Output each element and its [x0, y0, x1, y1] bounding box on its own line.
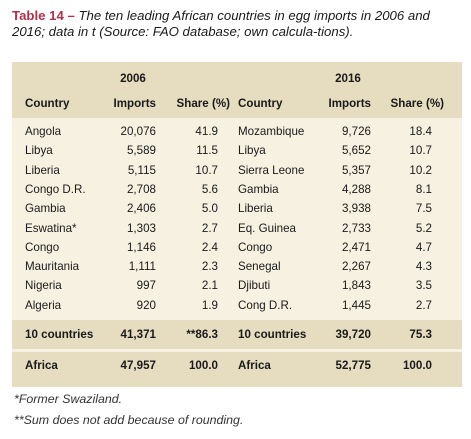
- col-country-2016: Country: [238, 97, 283, 110]
- cell-imports-2016: 39,720: [335, 328, 371, 341]
- cell-imports-2006: 5,589: [126, 144, 156, 158]
- cell-imports-2006: 997: [136, 279, 156, 293]
- cell-imports-2006: 920: [136, 298, 156, 312]
- table-label: Table 14 –: [12, 8, 75, 23]
- cell-share-2016: 5.2: [415, 221, 432, 235]
- cell-country-2006: Mauritania: [25, 260, 80, 274]
- year-2006: 2006: [120, 72, 146, 85]
- cell-share-2016: 2.7: [415, 298, 432, 312]
- cell-country-2006: Angola: [25, 125, 62, 138]
- cell-country-2016: Libya: [238, 144, 266, 158]
- cell-country-2006: Eswatina*: [25, 221, 77, 235]
- cell-imports-2016: 3,938: [341, 202, 371, 216]
- footnote-swaziland: *Former Swaziland.: [14, 392, 123, 406]
- col-imports-2016: Imports: [328, 97, 371, 110]
- cell-share-2006: **86.3: [186, 328, 218, 341]
- cell-country-2016: 10 countries: [238, 328, 307, 341]
- cell-imports-2006: 47,957: [120, 359, 156, 372]
- cell-country-2016: Cong D.R.: [238, 298, 293, 312]
- cell-imports-2016: 2,267: [341, 260, 371, 274]
- cell-share-2016: 7.5: [415, 202, 432, 216]
- cell-country-2016: Sierra Leone: [238, 163, 305, 177]
- col-share-2006: Share (%): [176, 97, 230, 110]
- cell-country-2016: Djibuti: [238, 279, 271, 293]
- cell-country-2016: Mozambique: [238, 125, 305, 138]
- imports-table: 2006 2016 Country Imports Share (%) Coun…: [12, 62, 462, 387]
- cell-imports-2016: 4,288: [341, 182, 371, 196]
- cell-share-2006: 2.1: [201, 279, 218, 293]
- cell-imports-2016: 2,471: [341, 240, 371, 254]
- year-2016: 2016: [335, 72, 361, 85]
- cell-country-2006: 10 countries: [25, 328, 94, 341]
- cell-share-2006: 5.0: [201, 202, 218, 216]
- cell-share-2016: 4.3: [415, 260, 432, 274]
- cell-share-2006: 2.3: [201, 260, 218, 274]
- cell-imports-2016: 1,843: [341, 279, 371, 293]
- cell-imports-2016: 5,652: [341, 144, 371, 158]
- cell-imports-2006: 1,303: [126, 221, 156, 235]
- cell-country-2016: Senegal: [238, 260, 281, 274]
- footnote-rounding: **Sum does not add because of rounding.: [14, 413, 244, 427]
- cell-share-2016: 3.5: [415, 279, 432, 293]
- cell-share-2006: 2.4: [201, 240, 218, 254]
- table-caption: Table 14 – The ten leading African count…: [12, 8, 462, 40]
- cell-country-2016: Liberia: [238, 202, 273, 216]
- cell-imports-2006: 1,146: [126, 240, 156, 254]
- cell-country-2006: Algeria: [25, 298, 62, 312]
- cell-imports-2016: 1,445: [341, 298, 371, 312]
- cell-country-2006: Congo D.R.: [25, 182, 86, 196]
- cell-country-2016: Congo: [238, 240, 273, 254]
- cell-country-2006: Liberia: [25, 163, 60, 177]
- cell-share-2016: 100.0: [402, 359, 432, 372]
- cell-imports-2006: 1,111: [128, 260, 156, 274]
- cell-share-2016: 10.2: [409, 163, 432, 177]
- cell-country-2016: Eq. Guinea: [238, 221, 297, 235]
- cell-share-2006: 1.9: [201, 298, 218, 312]
- cell-imports-2016: 52,775: [335, 359, 371, 372]
- cell-share-2016: 4.7: [415, 240, 432, 254]
- cell-imports-2006: 2,708: [126, 182, 156, 196]
- col-country-2006: Country: [25, 97, 70, 110]
- cell-country-2006: Africa: [25, 359, 58, 372]
- cell-share-2006: 5.6: [201, 182, 218, 196]
- cell-share-2006: 10.7: [195, 163, 218, 177]
- cell-share-2006: 2.7: [201, 221, 218, 235]
- table-header: [12, 62, 462, 118]
- cell-share-2016: 18.4: [409, 125, 432, 138]
- cell-imports-2006: 2,406: [126, 202, 156, 216]
- cell-imports-2006: 20,076: [120, 125, 156, 138]
- cell-share-2016: 8.1: [415, 182, 432, 196]
- cell-country-2006: Gambia: [25, 202, 66, 216]
- table-title: The ten leading African countries in egg…: [12, 8, 430, 39]
- ten-countries-band: [12, 320, 462, 349]
- cell-country-2016: Africa: [238, 359, 271, 372]
- col-imports-2006: Imports: [113, 97, 156, 110]
- cell-share-2006: 41.9: [195, 125, 218, 138]
- cell-country-2006: Libya: [25, 144, 53, 158]
- cell-imports-2006: 5,115: [127, 163, 156, 177]
- cell-country-2006: Nigeria: [25, 279, 62, 293]
- cell-share-2006: 11.5: [196, 144, 218, 158]
- cell-imports-2016: 2,733: [341, 221, 371, 235]
- col-share-2016: Share (%): [390, 97, 444, 110]
- cell-share-2016: 75.3: [409, 328, 432, 341]
- cell-imports-2016: 5,357: [341, 163, 371, 177]
- africa-band: [12, 352, 462, 387]
- cell-share-2006: 100.0: [188, 359, 218, 372]
- cell-country-2006: Congo: [25, 240, 60, 254]
- cell-imports-2016: 9,726: [341, 125, 371, 138]
- cell-share-2016: 10.7: [409, 144, 432, 158]
- cell-country-2016: Gambia: [238, 182, 279, 196]
- cell-imports-2006: 41,371: [120, 328, 156, 341]
